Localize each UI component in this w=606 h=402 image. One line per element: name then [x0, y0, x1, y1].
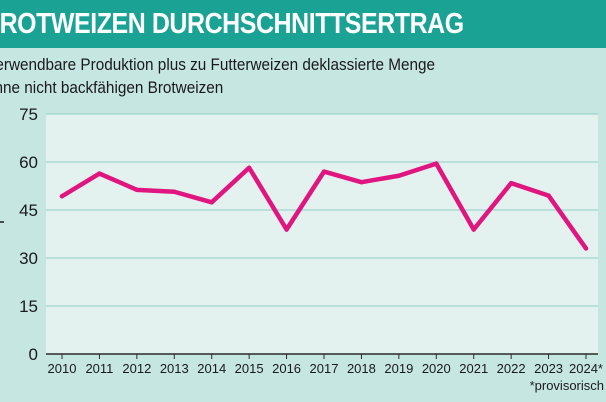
data-point-2012 — [134, 187, 140, 193]
x-tick-label: 2011 — [85, 361, 113, 376]
x-tick-label: 2014 — [197, 361, 226, 376]
y-tick-label: 75 — [19, 105, 38, 124]
y-tick-label: 15 — [19, 297, 38, 316]
data-point-2022 — [508, 180, 514, 186]
x-tick-label: 2020 — [422, 361, 451, 376]
data-point-2018 — [359, 179, 364, 185]
data-point-2011 — [97, 171, 102, 176]
x-tick-label: 2021 — [459, 361, 488, 376]
chart-title: BROTWEIZEN DURCHSCHNITTSERTRAG — [0, 8, 464, 40]
data-point-2013 — [172, 189, 177, 194]
x-tick-label: 2019 — [384, 361, 413, 376]
x-tick-label: 2018 — [347, 361, 376, 376]
data-point-2017 — [321, 169, 327, 174]
y-tick-label: 30 — [19, 249, 38, 268]
x-tick-label: 2024* — [569, 361, 603, 376]
chart-subtitle-line-1: Verwendbare Produktion plus zu Futterwei… — [0, 55, 436, 74]
data-point-2023 — [546, 193, 551, 198]
x-tick-label: 2017 — [310, 361, 339, 376]
data-point-2024 — [583, 246, 589, 251]
chart-subtitle-line-2: ohne nicht backfähigen Brotweizen — [0, 78, 224, 97]
data-point-2010 — [59, 194, 65, 199]
data-point-2014 — [209, 200, 214, 205]
data-point-2021 — [471, 227, 476, 232]
x-tick-label: 2013 — [160, 361, 189, 376]
x-tick-label: 2023 — [534, 361, 563, 376]
y-tick-label: 0 — [29, 345, 38, 364]
x-tick-label: 2012 — [122, 361, 151, 376]
footnote: *provisorisch — [529, 378, 604, 393]
x-tick-label: 2016 — [272, 361, 301, 376]
y-tick-label: 60 — [19, 153, 38, 172]
data-point-2020 — [434, 161, 439, 166]
data-point-2016 — [284, 227, 289, 232]
plot-area — [46, 114, 598, 354]
data-point-2015 — [246, 165, 252, 170]
x-tick-label: 2022 — [497, 361, 526, 376]
x-tick-label: 2010 — [48, 361, 77, 376]
y-tick-label: 45 — [19, 201, 38, 220]
title-bar: BROTWEIZEN DURCHSCHNITTSERTRAG — [0, 0, 606, 48]
data-point-2019 — [396, 173, 402, 178]
x-tick-label: 2015 — [235, 361, 264, 376]
